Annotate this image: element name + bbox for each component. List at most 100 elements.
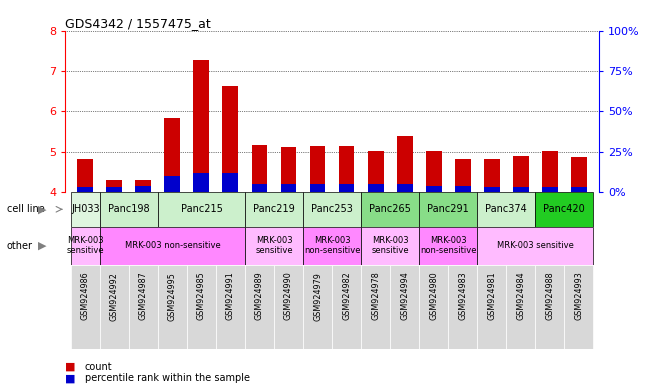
Bar	[303, 265, 332, 349]
Bar	[303, 227, 361, 265]
Bar	[281, 184, 296, 192]
Bar	[165, 176, 180, 192]
Text: MRK-003
sensitive: MRK-003 sensitive	[255, 236, 293, 255]
Text: GSM924987: GSM924987	[139, 272, 148, 321]
Bar	[245, 227, 303, 265]
Bar	[223, 173, 238, 192]
Text: ▶: ▶	[38, 204, 47, 214]
Bar	[100, 227, 245, 265]
Text: other: other	[7, 241, 33, 251]
Text: GSM924991: GSM924991	[226, 272, 235, 321]
Bar	[71, 265, 100, 349]
Text: GSM924992: GSM924992	[110, 272, 119, 321]
Bar	[71, 227, 100, 265]
Text: GSM924984: GSM924984	[516, 272, 525, 320]
Bar	[281, 147, 296, 192]
Bar	[193, 60, 210, 192]
Text: GSM924995: GSM924995	[168, 272, 177, 321]
Bar	[77, 187, 93, 192]
Bar	[477, 265, 506, 349]
Bar	[390, 265, 419, 349]
Text: Panc291: Panc291	[427, 204, 469, 214]
Bar	[71, 192, 100, 227]
Text: Panc374: Panc374	[485, 204, 527, 214]
Bar	[477, 192, 535, 227]
Bar	[245, 265, 274, 349]
Text: GDS4342 / 1557475_at: GDS4342 / 1557475_at	[65, 17, 211, 30]
Bar	[484, 159, 499, 192]
Text: ■: ■	[65, 362, 76, 372]
Bar	[129, 265, 158, 349]
Bar	[158, 192, 245, 227]
Bar	[454, 185, 471, 192]
Text: MRK-003 sensitive: MRK-003 sensitive	[497, 241, 574, 250]
Bar	[245, 192, 303, 227]
Bar	[339, 146, 355, 192]
Bar	[512, 156, 529, 192]
Text: GSM924982: GSM924982	[342, 272, 351, 321]
Bar	[542, 187, 557, 192]
Bar	[535, 192, 593, 227]
Text: GSM924981: GSM924981	[487, 272, 496, 320]
Bar	[274, 265, 303, 349]
Bar	[135, 185, 152, 192]
Text: ■: ■	[65, 373, 76, 383]
Text: GSM924986: GSM924986	[81, 272, 90, 320]
Bar	[419, 192, 477, 227]
Bar	[512, 187, 529, 192]
Bar	[396, 136, 413, 192]
Text: count: count	[85, 362, 112, 372]
Bar	[251, 184, 268, 192]
Text: MRK-003 non-sensitive: MRK-003 non-sensitive	[124, 241, 220, 250]
Bar	[506, 265, 535, 349]
Text: Panc253: Panc253	[311, 204, 353, 214]
Bar	[309, 146, 326, 192]
Text: GSM924983: GSM924983	[458, 272, 467, 320]
Bar	[454, 159, 471, 192]
Bar	[332, 265, 361, 349]
Text: GSM924989: GSM924989	[255, 272, 264, 321]
Bar	[107, 179, 122, 192]
Text: GSM924979: GSM924979	[313, 272, 322, 321]
Bar	[571, 157, 587, 192]
Bar	[535, 265, 564, 349]
Text: Panc215: Panc215	[180, 204, 223, 214]
Bar	[448, 265, 477, 349]
Bar	[477, 227, 593, 265]
Text: GSM924990: GSM924990	[284, 272, 293, 321]
Bar	[135, 180, 152, 192]
Bar	[107, 187, 122, 192]
Bar	[165, 118, 180, 192]
Bar	[251, 145, 268, 192]
Bar	[100, 265, 129, 349]
Bar	[368, 151, 383, 192]
Bar	[303, 192, 361, 227]
Bar	[564, 265, 593, 349]
Bar	[396, 184, 413, 192]
Bar	[426, 151, 441, 192]
Bar	[223, 86, 238, 192]
Text: MRK-003
sensitive: MRK-003 sensitive	[66, 236, 104, 255]
Bar	[368, 184, 383, 192]
Text: Panc265: Panc265	[369, 204, 411, 214]
Bar	[158, 265, 187, 349]
Text: GSM924978: GSM924978	[371, 272, 380, 321]
Bar	[216, 265, 245, 349]
Bar	[339, 184, 355, 192]
Bar	[361, 265, 390, 349]
Text: Panc219: Panc219	[253, 204, 295, 214]
Bar	[77, 159, 93, 192]
Text: GSM924993: GSM924993	[574, 272, 583, 321]
Bar	[426, 185, 441, 192]
Bar	[542, 151, 557, 192]
Bar	[419, 265, 448, 349]
Text: ▶: ▶	[38, 241, 47, 251]
Text: MRK-003
sensitive: MRK-003 sensitive	[371, 236, 409, 255]
Text: percentile rank within the sample: percentile rank within the sample	[85, 373, 249, 383]
Text: MRK-003
non-sensitive: MRK-003 non-sensitive	[304, 236, 360, 255]
Bar	[361, 227, 419, 265]
Text: GSM924994: GSM924994	[400, 272, 409, 321]
Text: JH033: JH033	[71, 204, 100, 214]
Text: Panc198: Panc198	[108, 204, 150, 214]
Text: GSM924988: GSM924988	[545, 272, 554, 320]
